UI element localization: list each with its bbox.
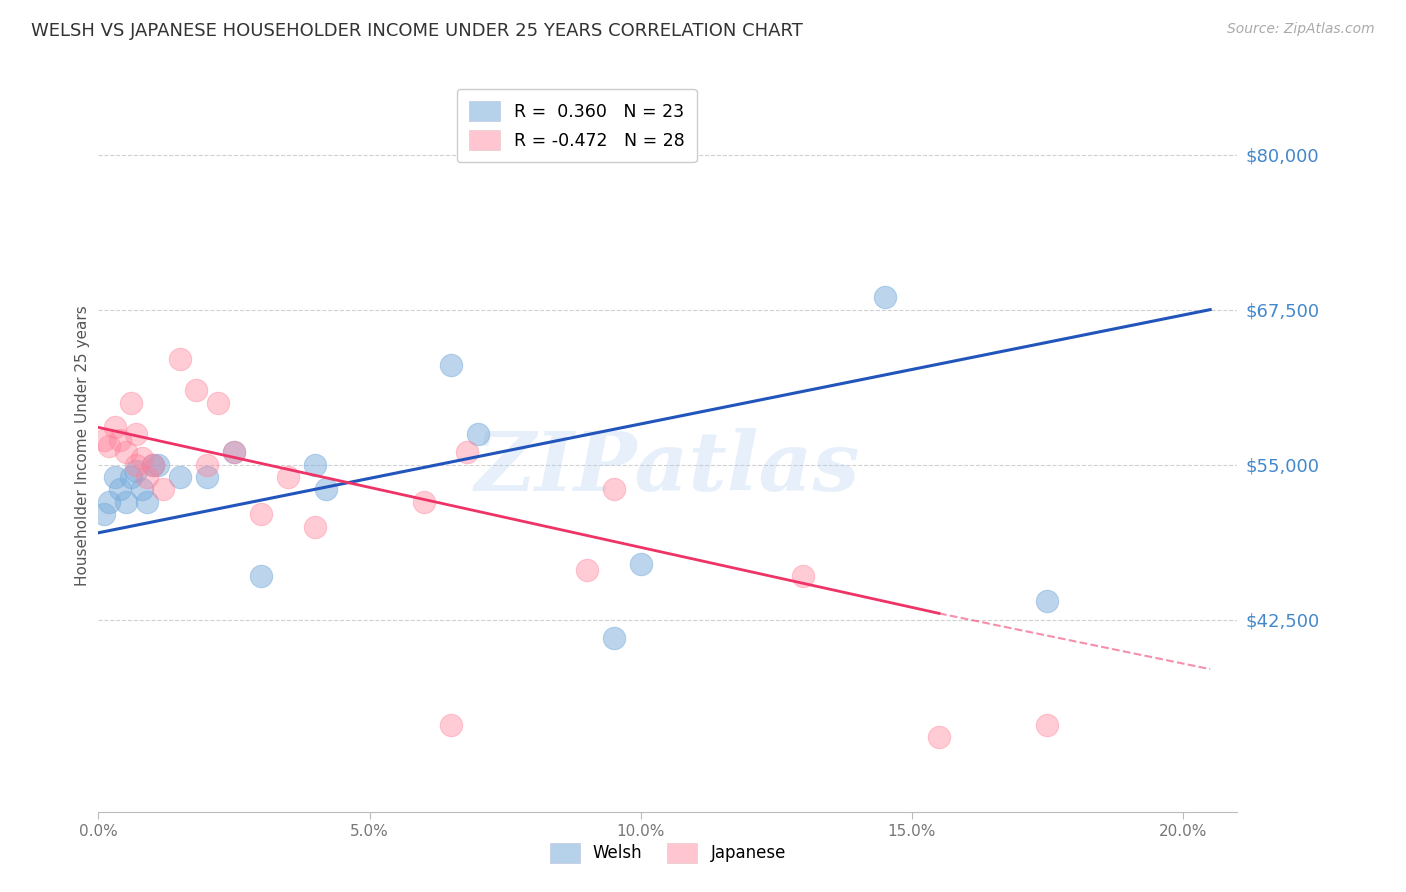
Point (602, 483, 624, 497)
Point (412, 495, 434, 509)
Point (1036, 594, 1059, 608)
Text: Source: ZipAtlas.com: Source: ZipAtlas.com (1227, 22, 1375, 37)
Point (131, 451, 153, 466)
Point (575, 563, 598, 577)
Point (125, 458, 148, 472)
Point (98, 439, 121, 453)
Point (131, 483, 153, 497)
Point (195, 470, 218, 484)
Y-axis label: Householder Income Under 25 years: Householder Income Under 25 years (75, 306, 90, 586)
Point (304, 519, 326, 533)
Point (250, 569, 273, 583)
Point (125, 426, 148, 441)
Point (114, 495, 136, 509)
Point (169, 470, 191, 484)
Point (104, 420, 127, 434)
Point (114, 445, 136, 459)
Point (136, 470, 159, 484)
Point (250, 507, 273, 521)
Point (602, 631, 624, 645)
Point (146, 458, 169, 472)
Point (440, 718, 463, 732)
Point (108, 483, 131, 497)
Legend: Welsh, Japanese: Welsh, Japanese (543, 837, 793, 869)
Point (207, 395, 229, 409)
Point (136, 495, 159, 509)
Point (630, 557, 652, 571)
Point (184, 383, 207, 397)
Point (440, 359, 463, 373)
Point (142, 458, 165, 472)
Point (467, 426, 489, 441)
Point (315, 483, 337, 497)
Point (125, 464, 148, 478)
Text: WELSH VS JAPANESE HOUSEHOLDER INCOME UNDER 25 YEARS CORRELATION CHART: WELSH VS JAPANESE HOUSEHOLDER INCOME UND… (31, 22, 803, 40)
Point (108, 433, 131, 447)
Point (792, 569, 814, 583)
Point (120, 395, 142, 409)
Point (152, 483, 174, 497)
Point (873, 290, 896, 304)
Point (456, 445, 478, 459)
Text: ZIPatlas: ZIPatlas (475, 428, 860, 508)
Point (93, 433, 115, 447)
Point (222, 445, 245, 459)
Point (928, 731, 950, 745)
Point (222, 445, 245, 459)
Point (98, 495, 121, 509)
Point (277, 470, 299, 484)
Point (195, 458, 218, 472)
Point (142, 458, 165, 472)
Point (1036, 718, 1059, 732)
Point (304, 458, 326, 472)
Point (120, 470, 142, 484)
Point (104, 470, 127, 484)
Point (93, 507, 115, 521)
Point (169, 352, 191, 367)
